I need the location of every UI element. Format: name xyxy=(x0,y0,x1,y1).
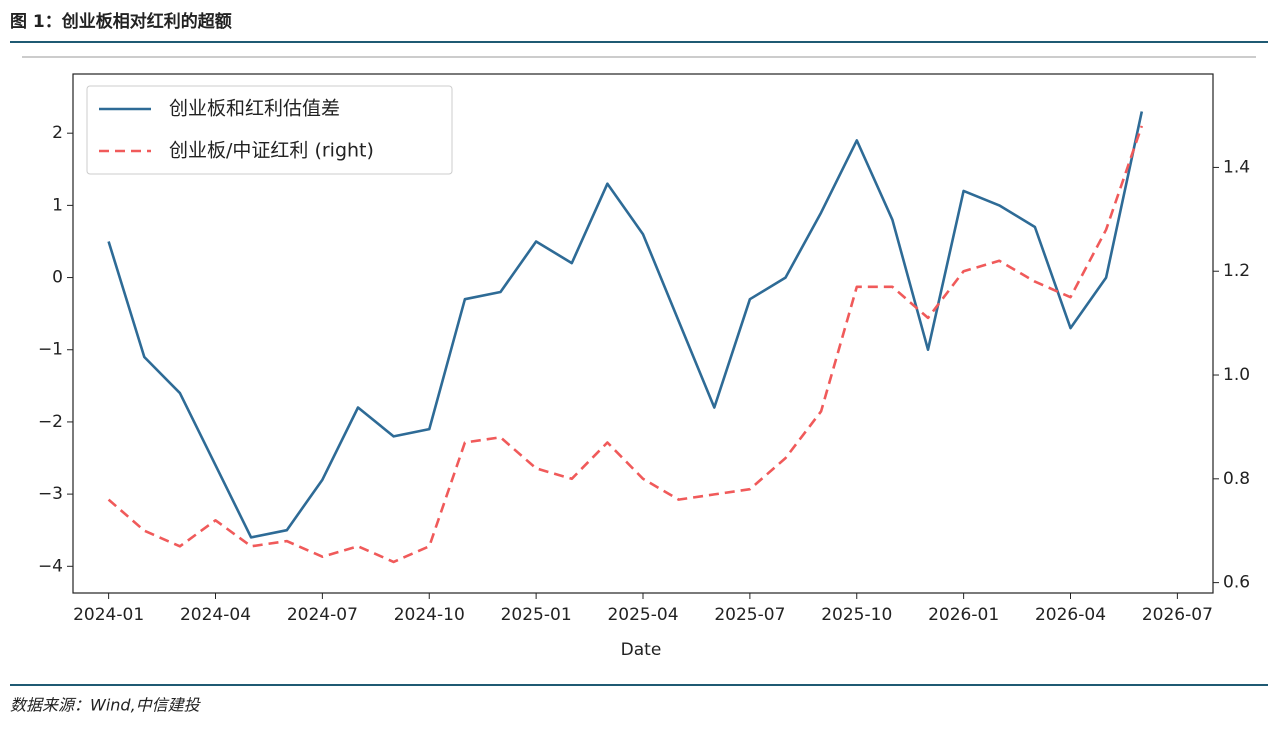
legend-box xyxy=(86,85,453,175)
source: 数据来源：Wind,中信建投 xyxy=(10,696,202,715)
y2-tick-label: 1.0 xyxy=(1223,365,1250,385)
y-tick-label: 0 xyxy=(52,268,63,288)
x-tick-label: 2026-07 xyxy=(1142,605,1213,625)
x-tick-label: 2025-04 xyxy=(607,605,678,625)
x-tick-label: 2024-01 xyxy=(73,605,144,625)
series-line xyxy=(107,125,1144,564)
title: 图 1：创业板相对红利的超额 xyxy=(10,11,232,32)
x-tick-label: 2024-04 xyxy=(180,605,251,625)
x-tick-label: 2024-10 xyxy=(394,605,465,625)
y2-tick-label: 0.6 xyxy=(1223,573,1250,593)
y-tick-label: 2 xyxy=(52,123,63,143)
y-tick-label: 1 xyxy=(52,195,63,215)
x-tick-label: 2026-01 xyxy=(928,605,999,625)
y2-tick-label: 0.8 xyxy=(1223,469,1250,489)
y-tick-label: −3 xyxy=(38,484,63,504)
x-tick-label: 2025-07 xyxy=(714,605,785,625)
x-axis-label: Date xyxy=(621,640,662,660)
y-tick-label: −2 xyxy=(38,412,63,432)
y-tick-label: −4 xyxy=(38,556,63,576)
x-tick-label: 2026-04 xyxy=(1035,605,1106,625)
series-line xyxy=(107,111,1144,539)
y2-tick-label: 1.2 xyxy=(1223,261,1250,281)
x-tick-label: 2024-07 xyxy=(287,605,358,625)
y2-tick-label: 1.4 xyxy=(1223,157,1250,177)
x-tick-label: 2025-01 xyxy=(501,605,572,625)
y-tick-label: −1 xyxy=(38,340,63,360)
x-tick-label: 2025-10 xyxy=(821,605,892,625)
legend-label: 创业板和红利估值差 xyxy=(169,98,340,120)
legend-label: 创业板/中证红利 (right) xyxy=(169,140,374,162)
